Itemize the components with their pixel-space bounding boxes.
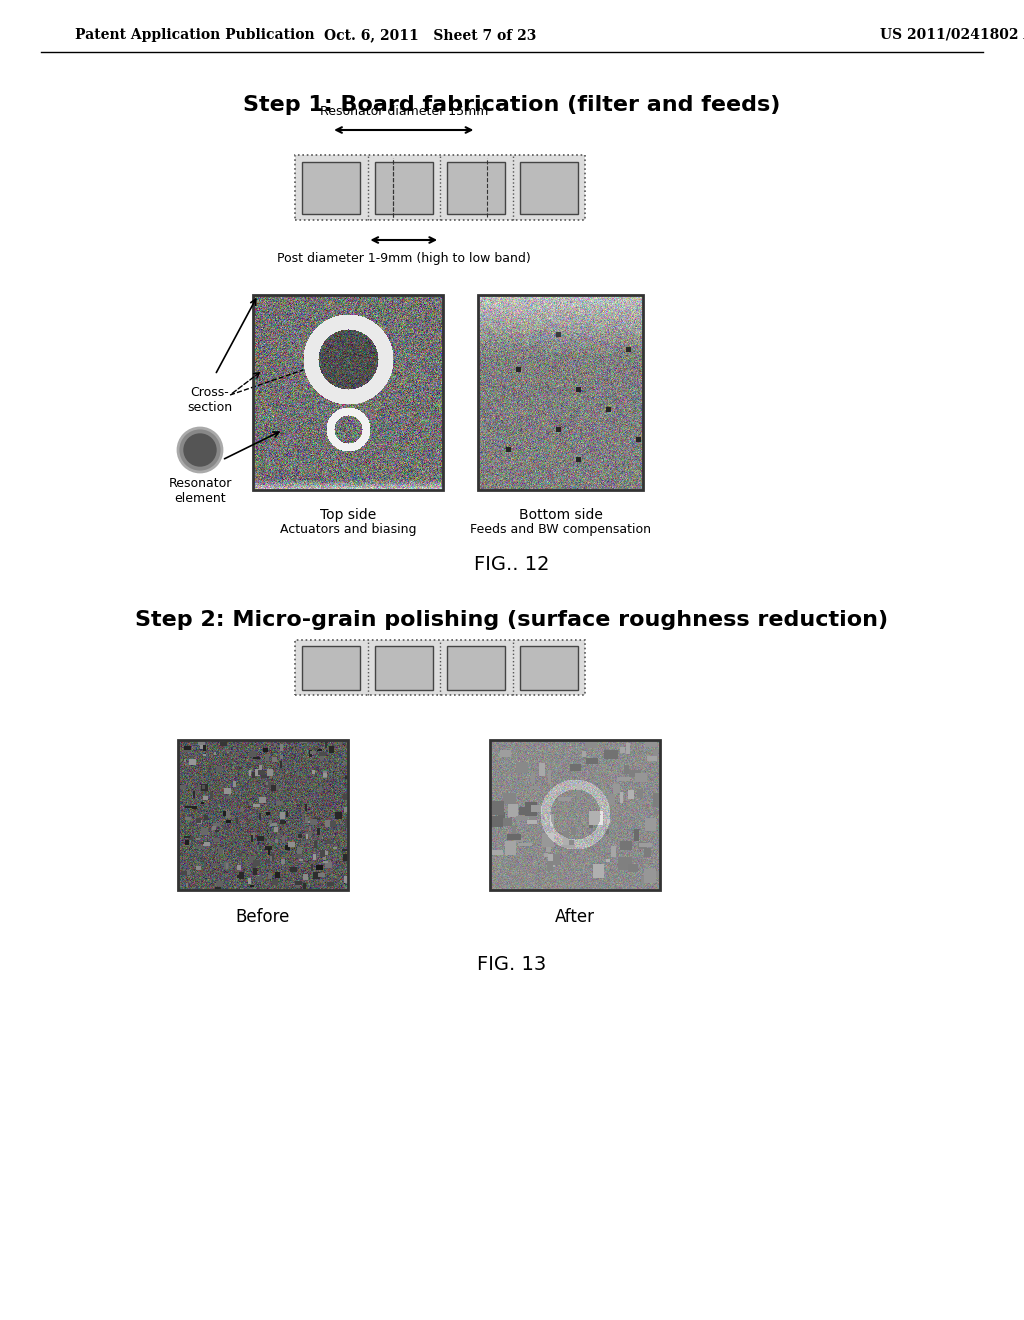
Bar bbox=[295, 640, 585, 696]
Bar bbox=[375, 161, 433, 214]
Bar bbox=[302, 645, 360, 689]
Bar bbox=[520, 161, 578, 214]
Text: Step 2: Micro-grain polishing (surface roughness reduction): Step 2: Micro-grain polishing (surface r… bbox=[135, 610, 889, 630]
Text: Feeds and BW compensation: Feeds and BW compensation bbox=[470, 523, 651, 536]
Bar bbox=[178, 741, 348, 890]
Text: US 2011/0241802 A1: US 2011/0241802 A1 bbox=[880, 28, 1024, 42]
Text: Before: Before bbox=[236, 908, 290, 927]
Text: Resonator
element: Resonator element bbox=[168, 477, 231, 506]
Text: Resonator diameter 15mm: Resonator diameter 15mm bbox=[319, 106, 488, 117]
Text: Actuators and biasing: Actuators and biasing bbox=[280, 523, 416, 536]
Text: Top side: Top side bbox=[319, 508, 376, 521]
Circle shape bbox=[184, 434, 216, 466]
Bar bbox=[520, 645, 578, 689]
Text: After: After bbox=[555, 908, 595, 927]
Bar bbox=[295, 154, 585, 220]
Text: FIG. 13: FIG. 13 bbox=[477, 956, 547, 974]
Bar bbox=[253, 294, 443, 490]
Bar bbox=[490, 741, 660, 890]
Text: Post diameter 1-9mm (high to low band): Post diameter 1-9mm (high to low band) bbox=[276, 252, 530, 265]
Bar bbox=[447, 645, 505, 689]
Text: Oct. 6, 2011   Sheet 7 of 23: Oct. 6, 2011 Sheet 7 of 23 bbox=[324, 28, 537, 42]
Circle shape bbox=[178, 428, 222, 473]
Text: Step 1: Board fabrication (filter and feeds): Step 1: Board fabrication (filter and fe… bbox=[244, 95, 780, 115]
Text: Bottom side: Bottom side bbox=[518, 508, 602, 521]
Text: Patent Application Publication: Patent Application Publication bbox=[75, 28, 314, 42]
Bar bbox=[302, 161, 360, 214]
Bar bbox=[375, 645, 433, 689]
Text: FIG.. 12: FIG.. 12 bbox=[474, 556, 550, 574]
Text: Cross-
section: Cross- section bbox=[187, 385, 232, 414]
Bar bbox=[478, 294, 643, 490]
Bar bbox=[447, 161, 505, 214]
